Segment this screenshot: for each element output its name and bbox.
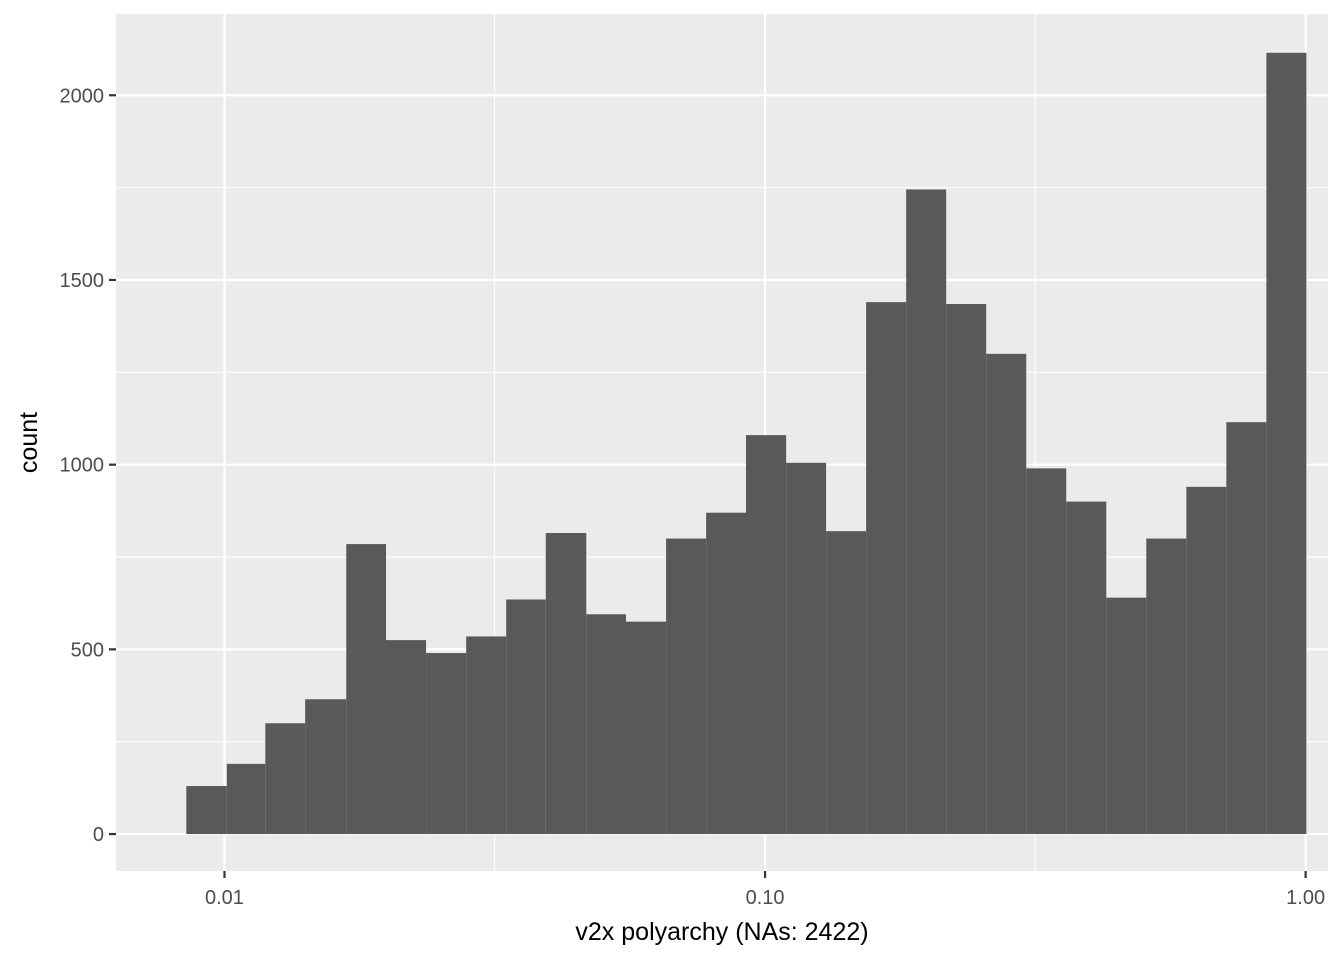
histogram-bar <box>1266 52 1307 835</box>
x-tick-label: 1.00 <box>1286 887 1325 909</box>
y-tick-label: 500 <box>71 639 104 661</box>
histogram-bar <box>946 303 987 835</box>
x-axis-title: v2x polyarchy (NAs: 2422) <box>575 918 868 946</box>
histogram-bar <box>745 435 787 835</box>
histogram-bars <box>186 52 1307 835</box>
histogram-bar <box>586 614 626 835</box>
histogram-bar <box>986 353 1027 835</box>
histogram-bar <box>226 763 266 835</box>
histogram-bar <box>506 599 546 835</box>
histogram-bar <box>265 723 306 835</box>
x-tick-label: 0.10 <box>746 887 785 909</box>
x-tick-labels: 0.01 0.10 1.00 <box>205 887 1325 909</box>
histogram-bar <box>866 302 907 835</box>
y-tick-label: 2000 <box>60 85 105 107</box>
histogram-bar <box>1066 501 1107 835</box>
histogram-bar <box>305 699 347 835</box>
histogram-bar <box>545 533 587 835</box>
histogram-bar <box>1146 538 1187 835</box>
histogram-bar <box>906 189 947 835</box>
histogram-bar <box>346 544 387 835</box>
x-tick-label: 0.01 <box>205 887 244 909</box>
histogram-bar <box>1106 597 1147 835</box>
y-tick-label: 1500 <box>60 270 105 292</box>
histogram-bar <box>1026 468 1067 835</box>
y-tick-labels: 0 500 1000 1500 2000 <box>60 85 105 846</box>
y-axis-title: count <box>15 412 43 473</box>
histogram-bar <box>426 653 467 835</box>
histogram-bar <box>706 512 746 835</box>
y-tick-label: 0 <box>93 824 104 846</box>
histogram-bar <box>186 786 227 835</box>
histogram-bar <box>826 531 867 835</box>
y-tick-label: 1000 <box>60 455 105 477</box>
histogram-bar <box>1226 422 1267 835</box>
histogram-bar <box>666 538 707 835</box>
histogram-bar <box>386 640 427 835</box>
histogram-bar <box>625 621 667 835</box>
histogram-bar <box>466 636 507 835</box>
histogram-bar <box>1186 486 1227 835</box>
histogram-bar <box>786 462 827 835</box>
axis-ticks <box>109 94 1307 878</box>
